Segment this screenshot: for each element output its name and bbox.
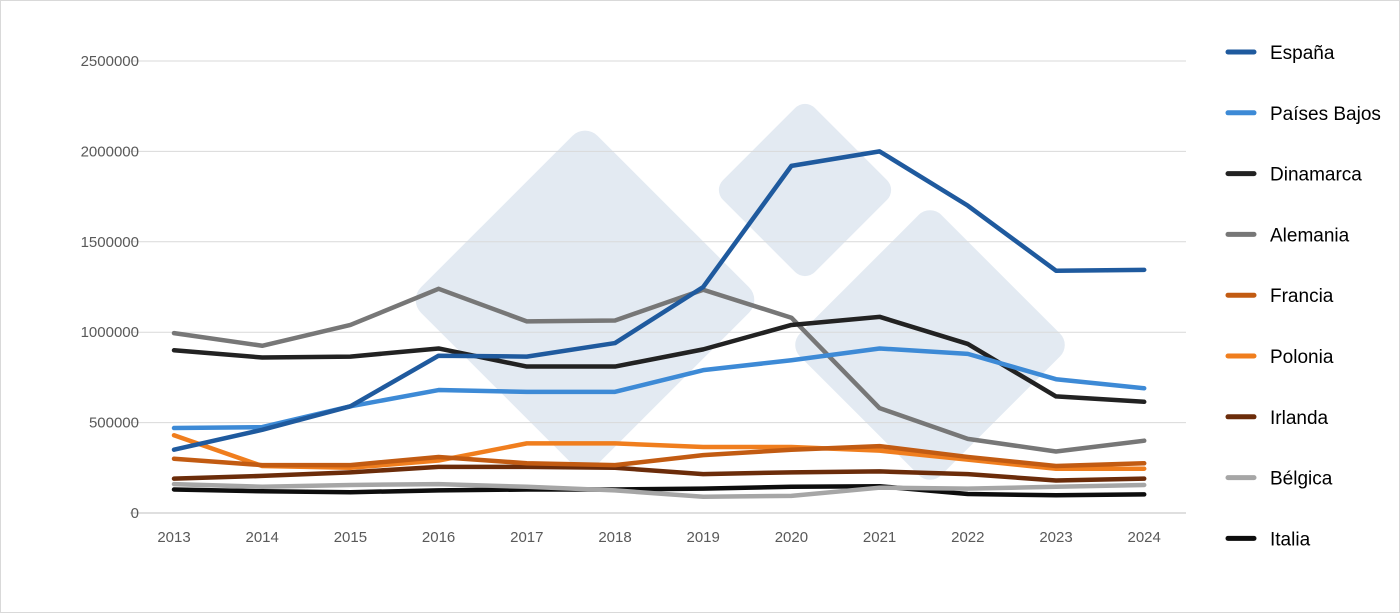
legend-label-paises-bajos: Países Bajos bbox=[1270, 104, 1381, 125]
legend-label-alemania: Alemania bbox=[1270, 225, 1350, 246]
legend-label-italia: Italia bbox=[1270, 529, 1311, 550]
y-tick-label: 2000000 bbox=[81, 143, 139, 160]
x-tick-label: 2015 bbox=[334, 529, 367, 546]
y-tick-label: 1000000 bbox=[81, 324, 139, 341]
x-tick-label: 2021 bbox=[863, 529, 896, 546]
legend: España Países Bajos Dinamarca Alemania Franc… bbox=[1228, 43, 1381, 550]
x-tick-label: 2019 bbox=[687, 529, 720, 546]
watermark-logo bbox=[408, 98, 1071, 486]
x-tick-label: 2020 bbox=[775, 529, 808, 546]
legend-label-belgica: Bélgica bbox=[1270, 469, 1333, 490]
legend-label-espana: España bbox=[1270, 43, 1335, 64]
legend-label-dinamarca: Dinamarca bbox=[1270, 165, 1362, 186]
y-tick-label: 2500000 bbox=[81, 53, 139, 70]
x-tick-label: 2018 bbox=[598, 529, 631, 546]
legend-label-francia: Francia bbox=[1270, 286, 1334, 307]
legend-label-polonia: Polonia bbox=[1270, 347, 1334, 368]
y-axis: 0 500000 1000000 1500000 2000000 2500000 bbox=[81, 53, 139, 522]
x-tick-label: 2024 bbox=[1128, 529, 1161, 546]
x-axis: 2013 2014 2015 2016 2017 2018 2019 2020 2021 2022… bbox=[157, 529, 1161, 546]
x-tick-label: 2017 bbox=[510, 529, 543, 546]
x-tick-label: 2022 bbox=[951, 529, 984, 546]
y-tick-label: 500000 bbox=[89, 415, 139, 432]
x-tick-label: 2014 bbox=[246, 529, 279, 546]
legend-label-irlanda: Irlanda bbox=[1270, 408, 1329, 429]
x-tick-label: 2023 bbox=[1039, 529, 1072, 546]
x-tick-label: 2013 bbox=[157, 529, 190, 546]
y-tick-label: 1500000 bbox=[81, 234, 139, 251]
y-tick-label: 0 bbox=[131, 505, 139, 522]
x-tick-label: 2016 bbox=[422, 529, 455, 546]
